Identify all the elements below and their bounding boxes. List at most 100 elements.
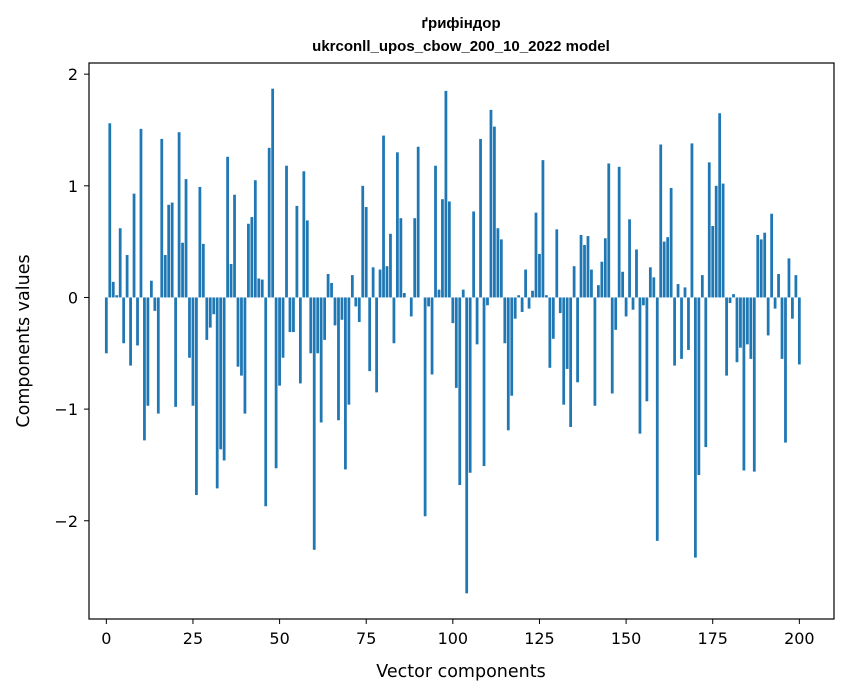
bar-94	[431, 297, 434, 374]
bar-10	[140, 129, 143, 298]
bar-174	[708, 162, 711, 297]
bar-132	[562, 297, 565, 404]
bar-21	[178, 132, 181, 297]
bar-18	[167, 205, 170, 298]
bar-189	[760, 239, 763, 297]
bar-198	[791, 297, 794, 318]
bar-58	[306, 220, 309, 297]
bar-19	[171, 203, 174, 298]
bar-76	[368, 297, 371, 371]
bar-119	[517, 295, 520, 297]
bar-3	[115, 295, 118, 297]
bar-163	[670, 188, 673, 297]
bar-123	[531, 291, 534, 298]
bar-179	[725, 297, 728, 375]
bar-126	[542, 160, 545, 297]
bar-4	[119, 228, 122, 297]
bar-75	[365, 207, 368, 297]
bar-196	[784, 297, 787, 442]
chart-title-line-2: ukrconll_upos_cbow_200_10_2022 model	[312, 38, 610, 55]
x-tick-label: 50	[269, 629, 289, 648]
bar-108	[479, 139, 482, 298]
bar-65	[330, 283, 333, 298]
bar-115	[503, 297, 506, 343]
bar-47	[268, 148, 271, 298]
bar-100	[451, 297, 454, 323]
bar-107	[476, 297, 479, 344]
bar-51	[282, 297, 285, 357]
x-tick-label: 100	[438, 629, 469, 648]
bar-74	[361, 186, 364, 298]
bar-16	[160, 139, 163, 298]
bar-13	[150, 281, 153, 298]
bar-197	[788, 258, 791, 297]
bar-193	[774, 297, 777, 308]
bar-175	[711, 226, 714, 297]
bar-151	[628, 219, 631, 297]
bar-156	[646, 297, 649, 401]
bar-29	[205, 297, 208, 339]
bar-33	[219, 297, 222, 449]
bar-112	[493, 127, 496, 298]
bar-62	[320, 297, 323, 422]
y-axis-label: Components values	[14, 254, 34, 427]
bar-168	[687, 297, 690, 349]
bar-25	[192, 297, 195, 405]
bar-26	[195, 297, 198, 495]
bar-46	[264, 297, 267, 506]
bar-144	[604, 238, 607, 297]
bar-149	[621, 272, 624, 298]
bar-131	[559, 297, 562, 313]
bar-98	[445, 91, 448, 298]
bar-114	[500, 239, 503, 297]
bar-120	[521, 297, 524, 312]
bar-199	[795, 275, 798, 297]
bar-36	[230, 264, 233, 297]
bar-148	[618, 167, 621, 298]
bar-5	[122, 297, 125, 343]
bar-53	[289, 297, 292, 332]
bar-88	[410, 297, 413, 316]
bar-165	[677, 284, 680, 297]
bar-35	[226, 157, 229, 298]
bar-146	[611, 297, 614, 393]
bar-190	[763, 233, 766, 298]
y-tick-label: 1	[68, 177, 78, 196]
bar-158	[652, 277, 655, 297]
bar-97	[441, 199, 444, 297]
bar-42	[250, 217, 253, 297]
bar-0	[105, 297, 108, 353]
chart-title-line-1: ґрифіндор	[421, 15, 500, 32]
bar-86	[403, 293, 406, 297]
bar-133	[566, 297, 569, 368]
bar-127	[545, 295, 548, 297]
bar-95	[434, 166, 437, 298]
bar-56	[299, 297, 302, 383]
bar-17	[164, 255, 167, 297]
bar-61	[316, 297, 319, 353]
bar-182	[736, 297, 739, 362]
x-tick-label: 125	[524, 629, 555, 648]
bar-187	[753, 297, 756, 471]
bar-118	[514, 297, 517, 318]
bar-63	[323, 297, 326, 339]
bar-171	[697, 297, 700, 475]
bar-79	[379, 270, 382, 298]
bar-45	[261, 280, 264, 298]
bar-59	[309, 297, 312, 353]
bar-200	[798, 297, 801, 364]
bar-177	[718, 113, 721, 297]
bar-31	[212, 297, 215, 314]
bar-48	[271, 89, 274, 298]
bar-139	[587, 236, 590, 297]
bar-109	[483, 297, 486, 466]
bar-84	[396, 152, 399, 297]
bar-14	[153, 297, 156, 310]
bar-178	[722, 184, 725, 298]
bar-172	[701, 275, 704, 297]
bar-70	[348, 297, 351, 404]
bar-176	[715, 186, 718, 298]
bar-164	[673, 297, 676, 365]
bar-141	[594, 297, 597, 405]
bar-104	[465, 297, 468, 593]
